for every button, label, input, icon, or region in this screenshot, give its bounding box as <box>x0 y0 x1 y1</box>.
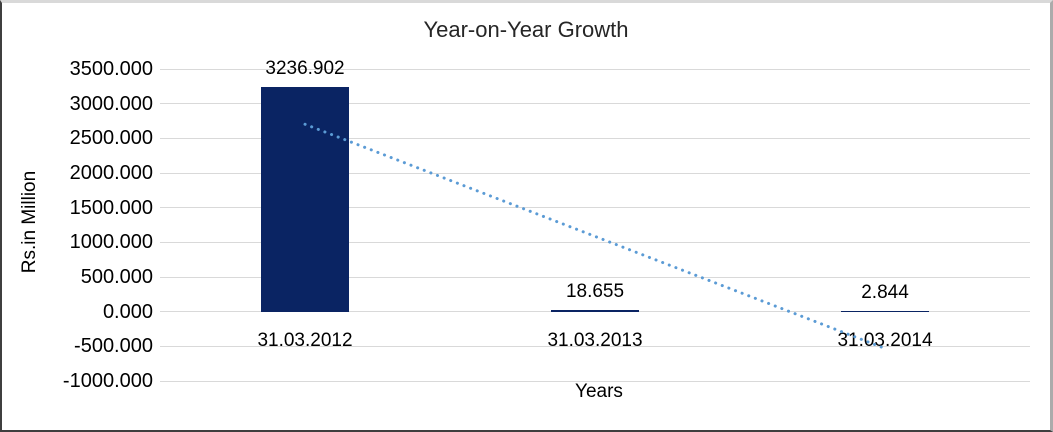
gridline <box>160 241 1030 243</box>
gridline <box>160 276 1030 278</box>
data-label: 2.844 <box>861 282 909 304</box>
y-tick-label: 1500.000 <box>69 196 153 219</box>
chart-title: Year-on-Year Growth <box>423 17 629 42</box>
y-tick-label: 500.000 <box>80 266 153 288</box>
gridline <box>160 103 1030 105</box>
x-tick-label: 31.03.2013 <box>547 330 643 351</box>
x-tick-label: 31.03.2014 <box>837 330 933 351</box>
data-label: 18.655 <box>565 281 625 303</box>
data-label: 3236.902 <box>265 58 345 80</box>
gridline <box>160 345 1030 347</box>
plot-area: 3500.000 3000.000 2500.000 2000.000 1500.000… <box>2 3 1050 430</box>
gridline <box>160 137 1030 139</box>
y-tick-label: 2000.000 <box>69 162 153 184</box>
x-axis-title: Years <box>575 381 623 402</box>
trendline-layer <box>303 122 887 350</box>
x-tick-label: 31.03.2012 <box>257 330 353 351</box>
gridline <box>160 380 1030 382</box>
gridline <box>160 311 1030 313</box>
y-tick-label: 1000.000 <box>69 231 153 254</box>
y-tick-label: -1000.000 <box>62 370 153 392</box>
y-tick-label: 0.000 <box>102 300 153 323</box>
y-tick-label: 3500.000 <box>69 58 153 80</box>
gridline <box>160 172 1030 174</box>
y-axis-title: Rs.in Million <box>19 170 40 274</box>
gridline <box>160 207 1030 209</box>
bar-31.03.2013 <box>551 310 639 312</box>
gridline <box>160 68 1030 70</box>
y-tick-label: 3000.000 <box>69 92 153 115</box>
trendline <box>303 122 887 350</box>
y-tick-label: 2500.000 <box>69 127 153 150</box>
y-tick-label: -500.000 <box>74 335 153 358</box>
